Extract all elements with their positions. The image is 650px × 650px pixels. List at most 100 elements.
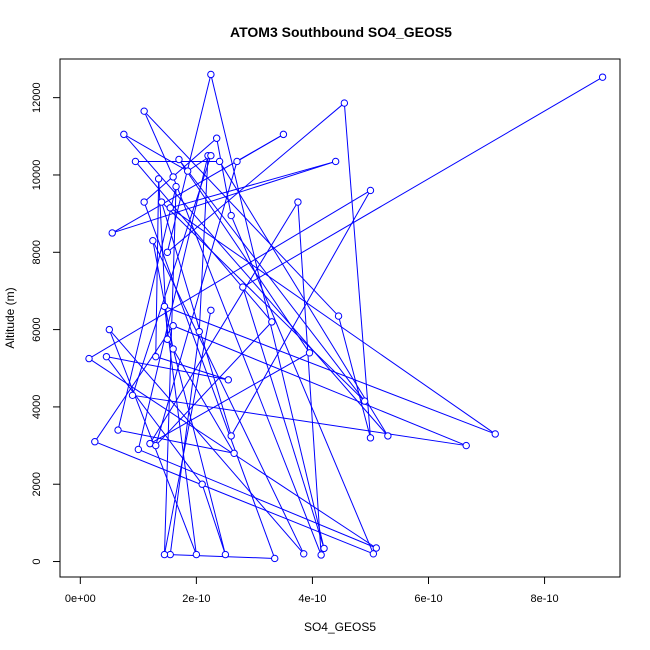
data-point — [491, 430, 499, 438]
data-point — [157, 198, 166, 206]
data-point — [160, 302, 169, 311]
series-segment — [143, 110, 339, 317]
data-point — [369, 550, 378, 558]
data-point — [340, 99, 349, 107]
data-point — [215, 157, 224, 166]
series-segment — [343, 103, 371, 438]
data-point — [140, 107, 148, 115]
series-segment — [143, 137, 218, 203]
data-point — [169, 322, 177, 330]
data-point — [360, 397, 369, 405]
series-segment — [163, 310, 212, 555]
data-point — [207, 306, 215, 314]
series-segment — [169, 207, 496, 435]
data-point — [372, 544, 380, 552]
y-tick-label: 8000 — [31, 240, 43, 264]
series-segment — [117, 186, 177, 431]
y-axis: 0 2000 4000 6000 8000 10000 12000 — [31, 82, 61, 565]
data-point — [128, 391, 137, 400]
series-segment — [94, 325, 174, 442]
data-point — [169, 345, 177, 353]
data-point — [163, 248, 172, 256]
data-point — [212, 134, 221, 142]
data-point — [195, 327, 203, 336]
data-point — [183, 167, 192, 175]
data-point — [160, 550, 169, 559]
series-segment — [338, 315, 371, 438]
series-segment — [132, 394, 467, 447]
series-segment — [297, 201, 322, 555]
data-point — [105, 325, 114, 334]
data-point — [366, 434, 375, 442]
series-segment — [155, 356, 229, 381]
series-segment — [106, 356, 229, 381]
data-point — [108, 229, 116, 237]
data-point — [169, 173, 177, 181]
data-point — [152, 441, 160, 450]
y-tick-label: 4000 — [31, 395, 43, 419]
data-point — [320, 544, 328, 553]
series-segment — [143, 201, 276, 559]
data-point — [227, 211, 235, 220]
series-segment — [123, 134, 389, 437]
y-tick-label: 10000 — [31, 160, 43, 191]
data-point — [198, 480, 206, 488]
data-point — [131, 157, 140, 166]
series-segment — [108, 329, 305, 555]
data-point — [268, 318, 276, 326]
y-tick-label: 2000 — [31, 472, 43, 496]
data-point — [384, 432, 392, 440]
data-point — [163, 335, 172, 343]
data-point — [221, 550, 230, 559]
series-segment — [164, 305, 496, 435]
data-point — [91, 438, 99, 446]
series-segment — [163, 186, 177, 555]
y-tick-label: 0 — [31, 558, 43, 564]
x-tick-label: 8e-10 — [530, 593, 558, 605]
data-point — [149, 236, 157, 245]
y-axis-label: Altitude (m) — [3, 287, 17, 348]
series-segment — [230, 215, 374, 554]
data-point — [175, 155, 183, 164]
series-segment — [161, 201, 366, 402]
x-tick-label: 0e+00 — [65, 593, 96, 605]
series-segment — [170, 160, 336, 209]
series-segment — [172, 176, 322, 556]
data-point — [207, 151, 215, 160]
data-point — [317, 551, 325, 559]
series-segment — [111, 133, 284, 234]
data-point — [166, 204, 174, 212]
series-segment — [149, 201, 299, 444]
data-point — [152, 352, 160, 361]
data-point — [227, 432, 235, 440]
data-point — [334, 312, 343, 320]
data-point — [462, 441, 470, 450]
data-point — [85, 354, 93, 363]
series-lines — [88, 74, 603, 559]
data-point — [271, 554, 279, 563]
data-point — [233, 157, 241, 166]
data-point — [102, 352, 111, 361]
data-point — [224, 376, 232, 384]
data-point — [207, 70, 215, 79]
data-point — [134, 445, 143, 454]
data-point — [230, 449, 238, 457]
series-segment — [88, 190, 371, 360]
series-segment — [219, 161, 389, 437]
series-points — [85, 70, 607, 563]
series-segment — [137, 155, 209, 450]
series-segment — [216, 138, 232, 216]
series-segment — [172, 348, 226, 555]
data-point — [305, 349, 314, 357]
series-segment — [143, 110, 174, 178]
series-segment — [112, 160, 336, 234]
series-segment — [106, 356, 203, 485]
data-point — [331, 157, 340, 166]
series-segment — [152, 240, 305, 555]
chart-title: ATOM3 Southbound SO4_GEOS5 — [230, 24, 452, 40]
data-point — [140, 198, 148, 206]
data-point — [114, 426, 122, 434]
series-segment — [178, 159, 366, 402]
x-tick-label: 6e-10 — [414, 593, 442, 605]
data-point — [294, 198, 302, 206]
